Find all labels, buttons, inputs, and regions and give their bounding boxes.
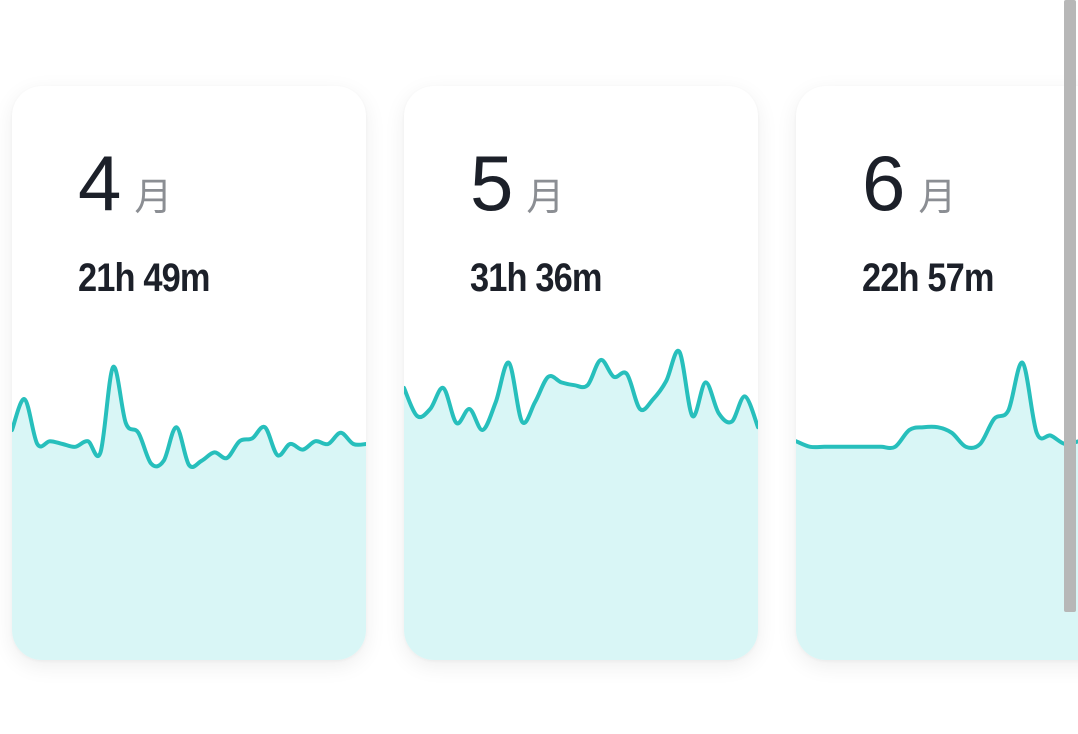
- total-duration: 21h 49m: [78, 256, 211, 300]
- total-duration: 22h 57m: [862, 256, 995, 300]
- sparkline-line: [404, 348, 758, 432]
- month-label: 4 月: [78, 144, 172, 222]
- sparkline-area: [796, 362, 1078, 660]
- scrollbar[interactable]: [1064, 0, 1076, 612]
- month-label: 6 月: [862, 144, 956, 222]
- month-unit: 月: [526, 175, 565, 219]
- month-unit: 月: [918, 175, 957, 219]
- total-duration: 31h 36m: [470, 256, 603, 300]
- month-number: 5: [470, 139, 513, 227]
- scrollbar-thumb[interactable]: [1064, 0, 1076, 612]
- month-label: 5 月: [470, 144, 564, 222]
- month-number: 4: [78, 139, 121, 227]
- month-card-june[interactable]: 6 月 22h 57m: [796, 86, 1078, 660]
- month-card-may[interactable]: 5 月 31h 36m: [404, 86, 758, 660]
- sparkline-area: [404, 350, 758, 660]
- sparkline-area: [12, 366, 366, 660]
- sparkline-chart: [404, 348, 758, 660]
- sparkline-chart: [12, 364, 366, 660]
- sparkline-line: [12, 364, 366, 469]
- month-unit: 月: [134, 175, 173, 219]
- sparkline-chart: [796, 360, 1078, 660]
- month-number: 6: [862, 139, 905, 227]
- sparkline-line: [796, 360, 1078, 451]
- month-card-april[interactable]: 4 月 21h 49m: [12, 86, 366, 660]
